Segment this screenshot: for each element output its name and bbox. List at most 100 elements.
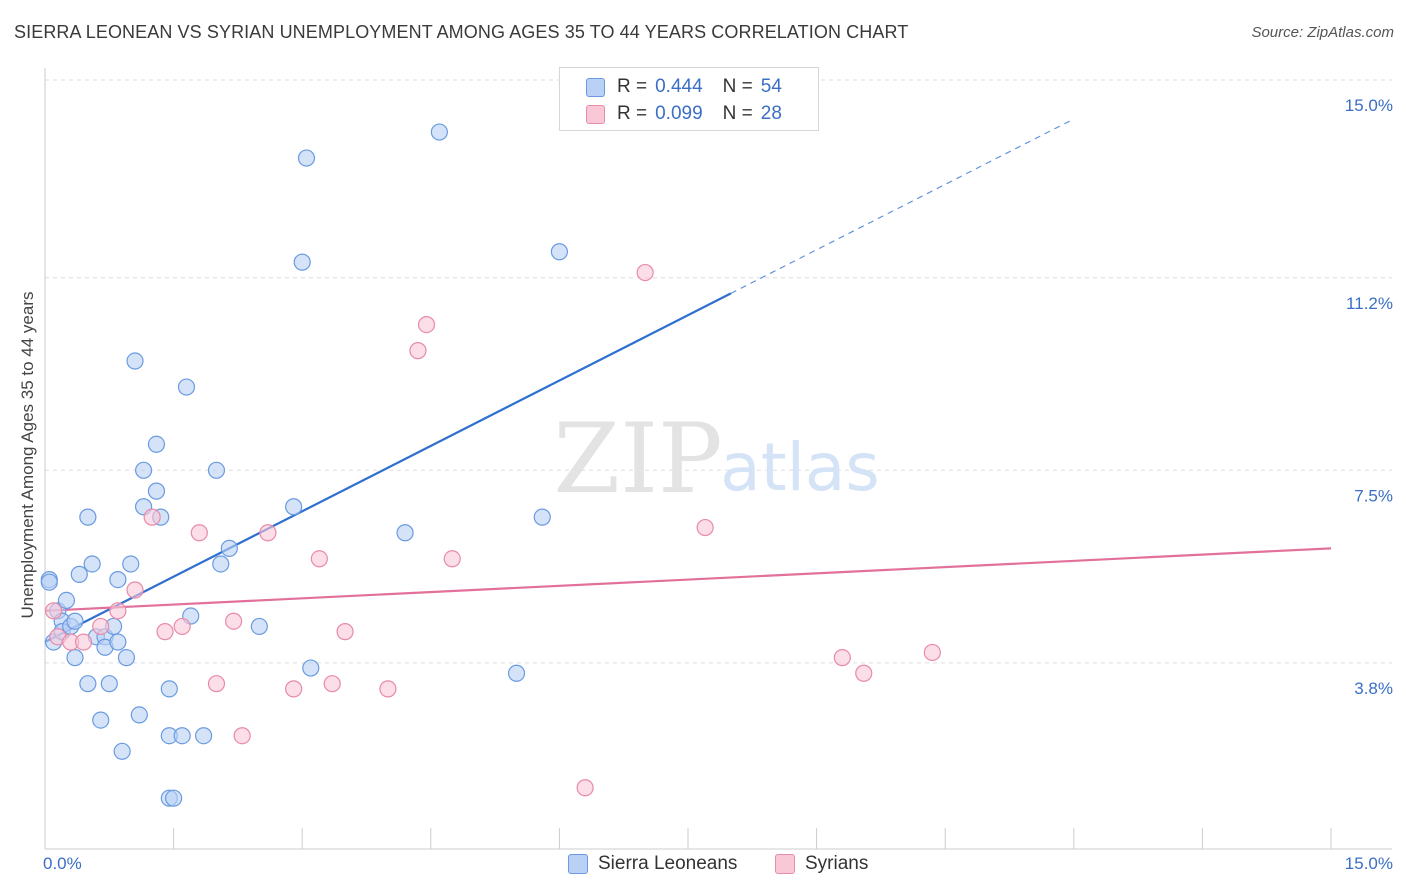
trend-lines: [44, 118, 1332, 644]
sierra-leonean-point: [220, 539, 238, 557]
sierra-leonean-point: [113, 742, 131, 760]
sierra-leonean-point: [126, 352, 144, 370]
sierra-leonean-point: [250, 617, 268, 636]
sierra-leonean-point: [109, 570, 127, 589]
syrian-point: [696, 518, 714, 537]
sierra-leonean-point: [173, 727, 191, 745]
y-axis-label: Unemployment Among Ages 35 to 44 years: [18, 291, 37, 619]
syrian-point: [855, 664, 873, 682]
sierra-leonean-point: [285, 498, 303, 516]
y-tick-label: 3.8%: [1354, 679, 1393, 698]
sierra-leonean-point: [57, 591, 76, 610]
sierra-leonean-point: [79, 675, 97, 693]
sierra-leonean-point: [212, 555, 230, 573]
legend-r-value: 0.099: [655, 103, 703, 124]
sierra-leonean-point: [533, 508, 551, 526]
legend-n-value: 54: [760, 76, 782, 97]
sierra-leonean-point: [147, 435, 166, 453]
syrian-point: [310, 550, 328, 568]
sierra-leonean-point: [302, 659, 320, 677]
legend-n-label: N =: [722, 103, 753, 124]
tick-labels: 3.8% 7.5% 11.2% 15.0% 0.0% 15.0%: [43, 96, 1393, 873]
watermark-zip: ZIP: [553, 403, 722, 515]
syrian-point: [156, 623, 174, 641]
syrian-point: [285, 680, 303, 698]
x-tick-label: 0.0%: [43, 854, 82, 873]
bottom-legend-swatch-blue: [568, 854, 588, 874]
sierra-leonean-point: [297, 149, 316, 167]
sierra-leonean-trend-extension: [730, 118, 1075, 294]
syrian-point: [636, 263, 654, 282]
bottom-legend-swatch-pink: [775, 854, 795, 874]
sierra-leonean-point: [507, 664, 526, 682]
syrian-point: [92, 617, 110, 636]
x-tick-label: 15.0%: [1345, 854, 1393, 873]
syrian-point: [409, 342, 427, 360]
watermark-atlas: atlas: [720, 429, 880, 506]
sierra-leonean-point: [195, 727, 213, 745]
bottom-legend-label: Sierra Leoneans: [598, 853, 738, 874]
syrian-trend-line: [44, 547, 1332, 612]
sierra-leonean-point: [109, 633, 127, 651]
sierra-leonean-point: [100, 675, 118, 693]
syrian-point: [109, 602, 127, 620]
sierra-leonean-trend-line: [44, 292, 732, 644]
y-tick-label: 11.2%: [1346, 294, 1393, 313]
syrian-point: [417, 315, 436, 334]
sierra-leonean-point: [117, 649, 136, 667]
legend-r-value: 0.444: [655, 76, 703, 97]
legend-swatch-pink: [586, 104, 605, 124]
sierra-leonean-point: [293, 253, 311, 271]
legend-row-sierra-leoneans: R = 0.444 N = 54: [586, 76, 782, 98]
sierra-leonean-point: [92, 711, 110, 729]
sierra-leonean-point: [430, 123, 448, 141]
bottom-legend-syrians: Syrians: [775, 852, 868, 876]
syrian-point: [44, 602, 63, 620]
syrian-point: [233, 727, 251, 745]
sierra-leonean-point: [122, 555, 140, 573]
chart-title: SIERRA LEONEAN VS SYRIAN UNEMPLOYMENT AM…: [14, 22, 909, 42]
sierra-leonean-point: [66, 649, 84, 667]
syrian-point: [259, 524, 277, 542]
y-tick-label: 7.5%: [1354, 486, 1393, 505]
syrian-point: [207, 675, 226, 693]
sierra-leonean-point: [207, 461, 226, 479]
legend-swatch-blue: [586, 77, 605, 97]
data-points: [40, 123, 941, 807]
sierra-leonean-point: [134, 461, 153, 479]
sierra-leonean-point: [40, 573, 58, 591]
legend-r-label: R =: [617, 76, 648, 97]
syrian-point: [336, 623, 354, 641]
sierra-leonean-point: [70, 565, 88, 583]
sierra-leonean-point: [130, 706, 148, 724]
grid-lines: [45, 79, 1392, 664]
syrian-point: [190, 524, 208, 542]
source-label: Source: ZipAtlas.com: [1251, 24, 1394, 41]
sierra-leonean-point: [79, 508, 97, 526]
bottom-legend-sierra-leoneans: Sierra Leoneans: [568, 852, 737, 876]
syrian-point: [443, 550, 461, 568]
syrian-point: [173, 617, 191, 636]
syrian-point: [126, 581, 144, 599]
sierra-leonean-point: [160, 680, 178, 698]
axes: [44, 68, 1392, 850]
sierra-leonean-point: [83, 555, 101, 573]
sierra-leonean-point: [147, 482, 166, 500]
syrian-point: [379, 680, 397, 698]
syrian-point: [74, 633, 93, 651]
legend-n-label: N =: [722, 76, 753, 97]
legend-r-label: R =: [617, 103, 648, 124]
syrian-point: [576, 779, 594, 797]
bottom-legend-label: Syrians: [805, 853, 869, 874]
legend-row-syrians: R = 0.099 N = 28: [586, 103, 782, 125]
syrian-point: [225, 612, 243, 630]
correlation-legend: R = 0.444 N = 54 R = 0.099 N = 28: [559, 67, 819, 131]
sierra-leonean-point: [550, 243, 569, 261]
syrian-point: [833, 649, 851, 667]
syrian-point: [923, 643, 941, 662]
syrian-point: [143, 508, 161, 526]
watermark: ZIP atlas: [553, 403, 879, 515]
syrian-point: [323, 675, 341, 693]
legend-n-value: 28: [760, 103, 782, 124]
